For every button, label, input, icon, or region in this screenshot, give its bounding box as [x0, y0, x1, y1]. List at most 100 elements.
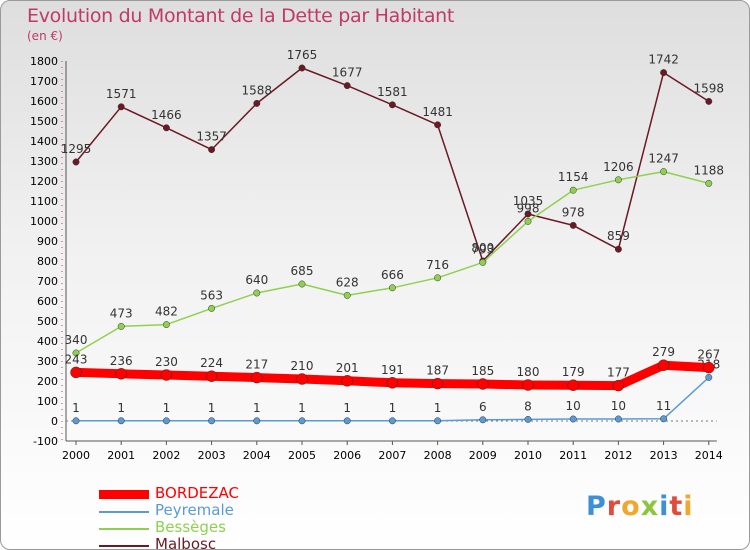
data-point-peyremale	[343, 417, 351, 425]
data-label-peyremale: 1	[117, 401, 125, 415]
data-point-malbosc	[660, 69, 668, 77]
y-tick-label: 700	[37, 275, 58, 288]
data-point-bordezac	[477, 378, 489, 390]
data-label-malbosc: 978	[562, 205, 585, 219]
data-label-besseges: 340	[65, 333, 88, 347]
data-point-bordezac	[205, 370, 218, 382]
data-label-peyremale: 10	[611, 399, 626, 413]
chart-title: Evolution du Montant de la Dette par Hab…	[27, 5, 455, 27]
data-point-peyremale	[298, 417, 306, 425]
data-label-besseges: 666	[381, 268, 404, 282]
legend-label: Malbosc	[155, 535, 217, 550]
data-label-peyremale: 10	[566, 399, 581, 413]
y-tick-label: 800	[37, 255, 58, 268]
y-tick-label: 400	[37, 335, 58, 348]
data-point-bordezac	[612, 379, 625, 392]
data-point-malbosc	[253, 99, 261, 107]
x-tick-label: 2013	[650, 449, 678, 462]
data-label-malbosc: 1742	[648, 53, 679, 67]
data-point-peyremale	[479, 416, 487, 424]
x-tick-label: 2007	[378, 449, 406, 462]
data-point-peyremale	[614, 415, 622, 423]
data-label-malbosc: 1295	[61, 142, 92, 156]
data-label-peyremale: 1	[163, 401, 171, 415]
data-point-peyremale	[117, 417, 125, 425]
data-point-malbosc	[208, 146, 216, 154]
data-label-bordezac: 177	[607, 366, 630, 380]
data-label-bordezac: 217	[245, 358, 268, 372]
series-line-besseges	[75, 170, 710, 354]
data-label-malbosc: 1581	[377, 85, 408, 99]
y-tick-label: 500	[37, 315, 58, 328]
y-tick-label: 200	[37, 375, 58, 388]
data-label-besseges: 628	[336, 275, 359, 289]
data-point-peyremale	[434, 417, 442, 425]
y-tick-label: 600	[37, 295, 58, 308]
data-label-bordezac: 179	[562, 365, 585, 379]
data-label-peyremale: 1	[298, 401, 306, 415]
data-point-besseges	[72, 349, 80, 357]
x-tick-label: 2008	[424, 449, 452, 462]
data-point-peyremale	[705, 373, 713, 381]
data-label-malbosc: 1357	[196, 130, 227, 144]
data-label-peyremale: 1	[208, 401, 216, 415]
data-point-peyremale	[253, 417, 261, 425]
data-point-bordezac	[431, 377, 444, 390]
data-point-bordezac	[251, 371, 263, 384]
data-point-besseges	[660, 168, 668, 176]
data-point-besseges	[569, 186, 577, 194]
data-label-bordezac: 267	[697, 348, 720, 362]
legend-item: Malbosc	[99, 535, 339, 550]
data-label-peyremale: 1	[72, 401, 80, 415]
data-label-besseges: 1206	[603, 160, 634, 174]
data-label-malbosc: 1588	[242, 83, 273, 97]
y-tick-label: 100	[37, 395, 58, 408]
x-tick-label: 2011	[559, 449, 587, 462]
data-label-besseges: 640	[245, 273, 268, 287]
data-label-bordezac: 191	[381, 363, 404, 377]
data-point-bordezac	[160, 369, 173, 381]
data-point-peyremale	[162, 417, 170, 425]
y-tick-label: 1300	[30, 155, 58, 168]
x-tick-label: 2006	[333, 449, 361, 462]
legend-label: Peyremale	[155, 501, 234, 519]
data-point-besseges	[208, 304, 216, 312]
data-point-bordezac	[70, 366, 82, 379]
data-point-besseges	[705, 179, 713, 187]
data-point-peyremale	[660, 415, 668, 423]
data-point-besseges	[117, 322, 125, 330]
data-point-malbosc	[298, 64, 306, 72]
y-tick-label: 1400	[30, 135, 58, 148]
data-label-besseges: 563	[200, 288, 223, 302]
data-point-besseges	[162, 321, 170, 329]
legend: BORDEZAC Peyremale Bessèges Malbosc	[99, 484, 339, 550]
data-point-malbosc	[388, 101, 396, 109]
data-label-bordezac: 180	[517, 365, 540, 379]
data-label-bordezac: 243	[65, 352, 88, 366]
x-tick-label: 2000	[62, 449, 90, 462]
data-point-besseges	[253, 289, 261, 297]
data-point-bordezac	[567, 379, 579, 391]
y-tick-label: 300	[37, 355, 58, 368]
data-label-peyremale: 1	[434, 401, 442, 415]
data-point-bordezac	[657, 359, 670, 371]
data-label-besseges: 473	[110, 306, 133, 320]
y-tick-label: 1800	[30, 55, 58, 68]
data-point-besseges	[343, 291, 351, 299]
legend-item: Bessèges	[99, 518, 339, 537]
legend-swatch	[99, 490, 149, 499]
data-point-peyremale	[524, 415, 532, 423]
y-tick-label: 0	[51, 415, 58, 428]
data-label-malbosc: 1481	[422, 105, 453, 119]
data-label-bordezac: 236	[110, 354, 133, 368]
data-point-malbosc	[117, 103, 125, 111]
data-label-besseges: 1247	[648, 152, 679, 166]
legend-swatch	[99, 545, 149, 547]
data-point-besseges	[298, 280, 306, 288]
data-label-peyremale: 6	[479, 400, 487, 414]
legend-label: BORDEZAC	[155, 484, 240, 502]
x-tick-label: 2002	[152, 449, 180, 462]
y-tick-label: 1500	[30, 115, 58, 128]
data-point-peyremale	[208, 417, 216, 425]
data-label-malbosc: 800	[471, 241, 494, 255]
